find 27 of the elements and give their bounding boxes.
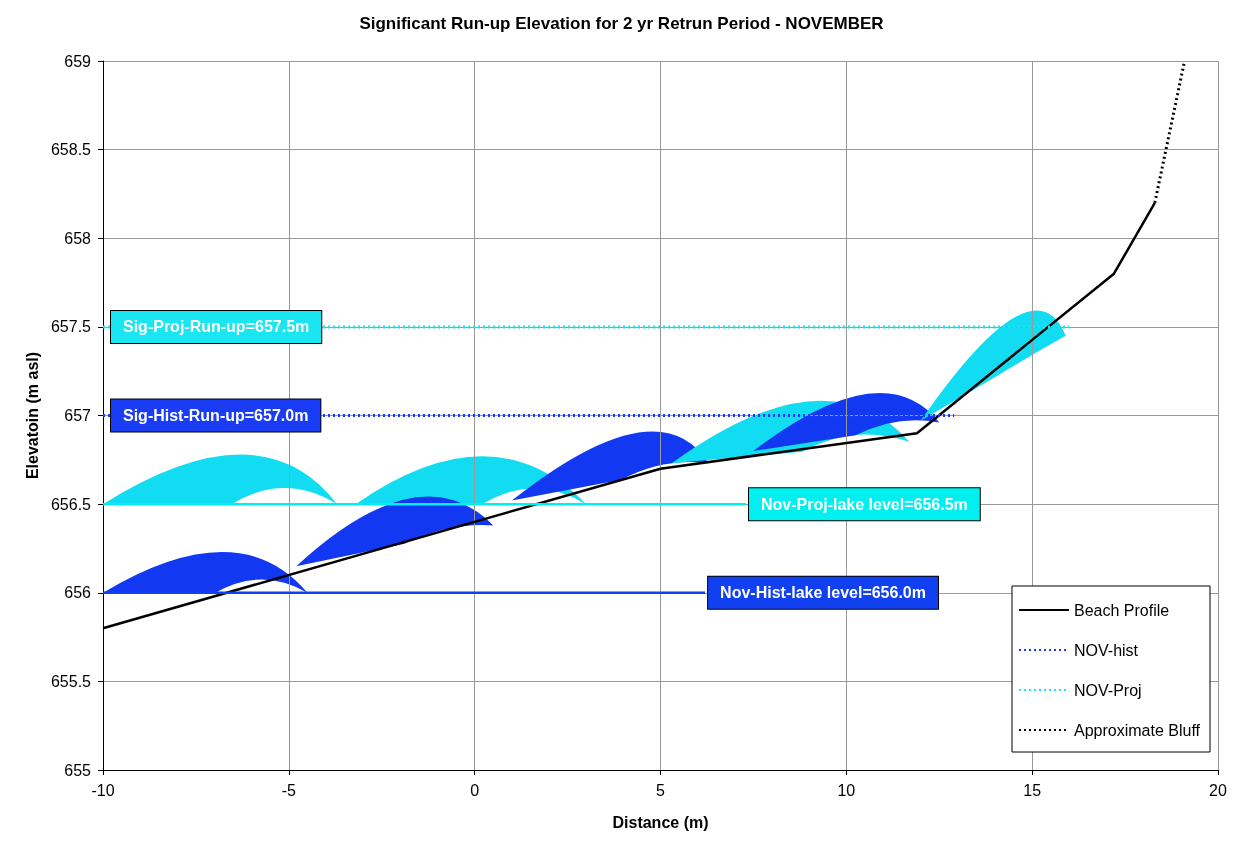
x-tick-label: 20 [1209,781,1227,799]
x-tick-label: 15 [1023,781,1042,799]
x-tick-label: -5 [281,781,297,799]
y-tick-label: 658 [64,229,92,247]
legend-label: Beach Profile [1074,601,1170,619]
x-tick-label: 10 [837,781,856,799]
y-tick-label: 657.5 [50,318,92,336]
x-tick-label: -10 [91,781,115,799]
x-axis-title: Distance (m) [612,813,709,831]
legend-label: NOV-hist [1074,641,1139,659]
annotation: Sig-Hist-Run-up=657.0m [123,407,309,424]
y-axis-title: Elevatoin (m asl) [23,351,41,480]
x-tick-label: 5 [656,781,666,799]
y-tick-label: 659 [64,52,92,70]
annotation: Nov-Proj-lake level=656.5m [760,495,968,513]
y-tick-label: 656.5 [50,495,92,513]
legend-label: NOV-Proj [1074,681,1142,699]
x-tick-label: 0 [470,781,480,799]
y-tick-label: 655.5 [50,672,92,690]
y-tick-label: 655 [64,761,92,779]
y-tick-label: 658.5 [50,141,92,159]
annotation: Nov-Hist-lake level=656.0m [720,584,926,602]
y-tick-label: 657 [64,407,92,424]
annotation: Sig-Proj-Run-up=657.5m [123,318,310,336]
chart-title: Significant Run-up Elevation for 2 yr Retrun Period - NOVEMBER [359,14,884,33]
y-tick-label: 656 [64,584,92,602]
legend-label: Approximate Bluff [1074,721,1201,739]
